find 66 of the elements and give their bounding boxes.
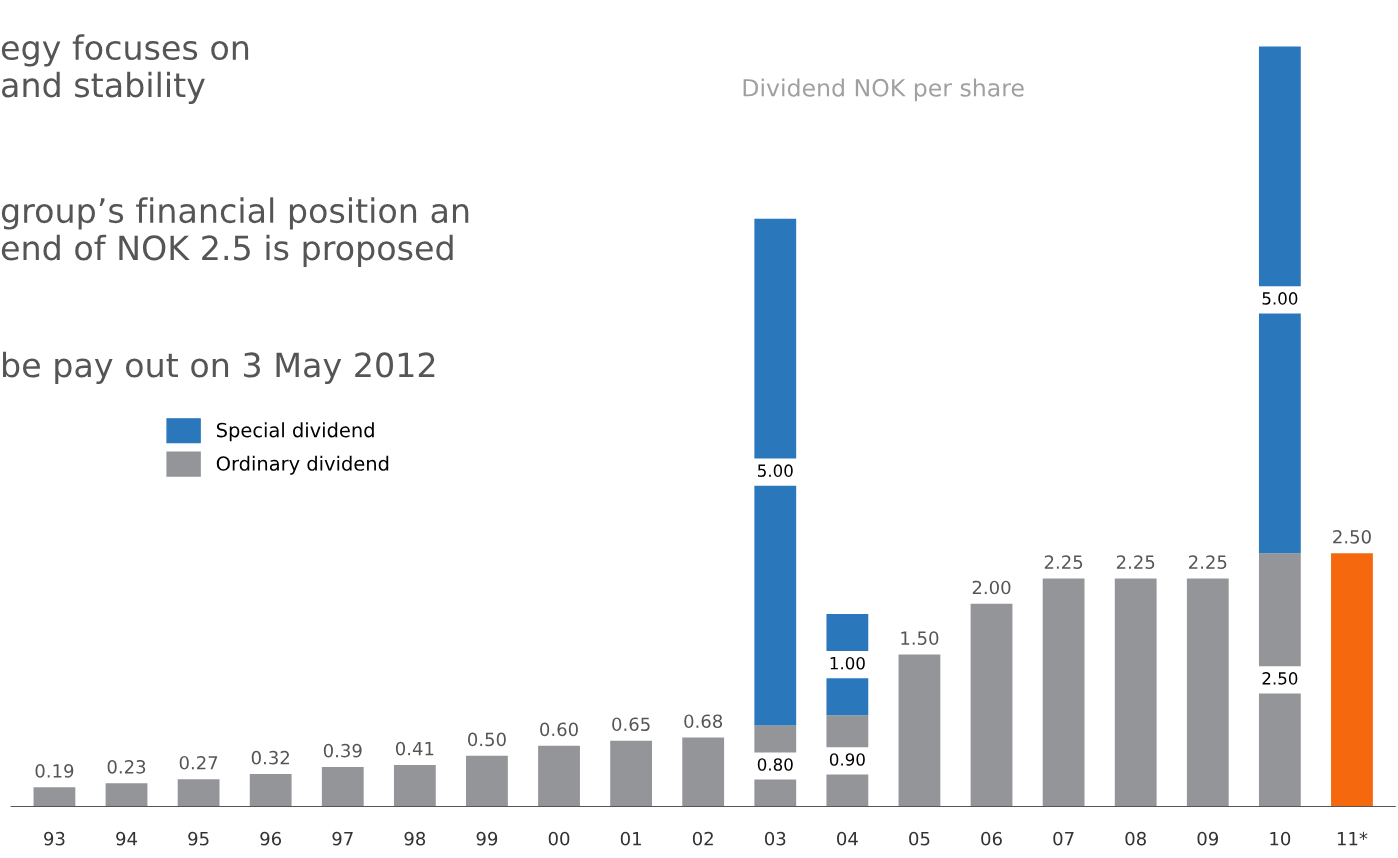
bar bbox=[249, 774, 292, 807]
data-label: 2.25 bbox=[1116, 555, 1155, 569]
x-tick-label: 01 bbox=[620, 831, 641, 846]
bar bbox=[1114, 578, 1157, 807]
data-label: 0.19 bbox=[35, 764, 74, 778]
data-label: 0.90 bbox=[829, 753, 865, 766]
x-tick-label: 96 bbox=[260, 831, 282, 846]
data-label: 0.41 bbox=[395, 741, 434, 756]
legend-label: Ordinary dividend bbox=[216, 455, 389, 475]
bar bbox=[393, 764, 436, 807]
annotation: egy focuses on and stability bbox=[1, 34, 249, 104]
x-tick-label: 00 bbox=[548, 831, 570, 846]
x-tick-label: 11* bbox=[1337, 831, 1368, 846]
bar bbox=[33, 787, 76, 807]
data-label: 2.50 bbox=[1333, 529, 1371, 544]
data-label: 2.25 bbox=[1044, 555, 1083, 569]
bar bbox=[610, 740, 653, 807]
data-label: 0.32 bbox=[251, 750, 289, 765]
x-tick-label: 97 bbox=[332, 831, 353, 846]
x-tick-label: 94 bbox=[116, 831, 137, 846]
data-label: 0.39 bbox=[323, 743, 362, 758]
annotation: be pay out on 3 May 2012 bbox=[3, 351, 435, 385]
data-label: 0.23 bbox=[107, 759, 146, 774]
x-tick-label: 10 bbox=[1270, 831, 1291, 846]
x-tick-label: 98 bbox=[404, 831, 426, 846]
x-tick-label: 03 bbox=[764, 831, 786, 846]
annotation: group’s financial position an end of NOK 2.5 is proposed bbox=[1, 197, 469, 267]
bar bbox=[1186, 578, 1229, 807]
data-label: 5.00 bbox=[758, 464, 793, 477]
x-tick-label: 95 bbox=[188, 831, 209, 846]
x-tick-label: 04 bbox=[837, 831, 858, 846]
data-label: 0.50 bbox=[468, 732, 506, 747]
data-label: 2.25 bbox=[1189, 555, 1227, 569]
bar bbox=[177, 779, 220, 807]
x-tick-label: 06 bbox=[981, 831, 1002, 846]
bar bbox=[1258, 553, 1301, 807]
bar bbox=[1042, 578, 1085, 807]
data-label: 0.27 bbox=[179, 755, 218, 770]
data-label: 0.68 bbox=[684, 714, 723, 729]
data-label: 1.50 bbox=[901, 631, 939, 645]
x-tick-label: 05 bbox=[909, 831, 930, 846]
x-tick-label: 09 bbox=[1197, 831, 1218, 846]
data-label: 0.80 bbox=[757, 758, 793, 771]
bar bbox=[538, 745, 580, 807]
x-tick-label: 07 bbox=[1053, 831, 1074, 846]
x-tick-label: 99 bbox=[476, 831, 498, 846]
bar bbox=[105, 783, 148, 807]
bar bbox=[1258, 46, 1301, 554]
bar bbox=[321, 767, 364, 807]
data-label: 1.00 bbox=[830, 656, 865, 670]
x-tick-label: 08 bbox=[1125, 831, 1146, 846]
bar bbox=[1331, 553, 1373, 807]
bar bbox=[754, 218, 797, 726]
x-tick-label: 93 bbox=[44, 831, 65, 846]
data-label: 2.00 bbox=[972, 580, 1011, 595]
data-label: 0.60 bbox=[540, 722, 578, 737]
bar bbox=[898, 654, 941, 807]
data-label: 5.00 bbox=[1262, 292, 1298, 305]
bar bbox=[682, 737, 725, 807]
x-tick-label: 02 bbox=[692, 831, 713, 846]
bar bbox=[970, 603, 1013, 807]
data-label: 0.65 bbox=[612, 717, 650, 732]
data-label: 2.50 bbox=[1262, 672, 1298, 685]
bar bbox=[466, 755, 508, 807]
legend-label: Special dividend bbox=[216, 422, 374, 442]
text: Dividend NOK per share bbox=[743, 78, 1024, 102]
